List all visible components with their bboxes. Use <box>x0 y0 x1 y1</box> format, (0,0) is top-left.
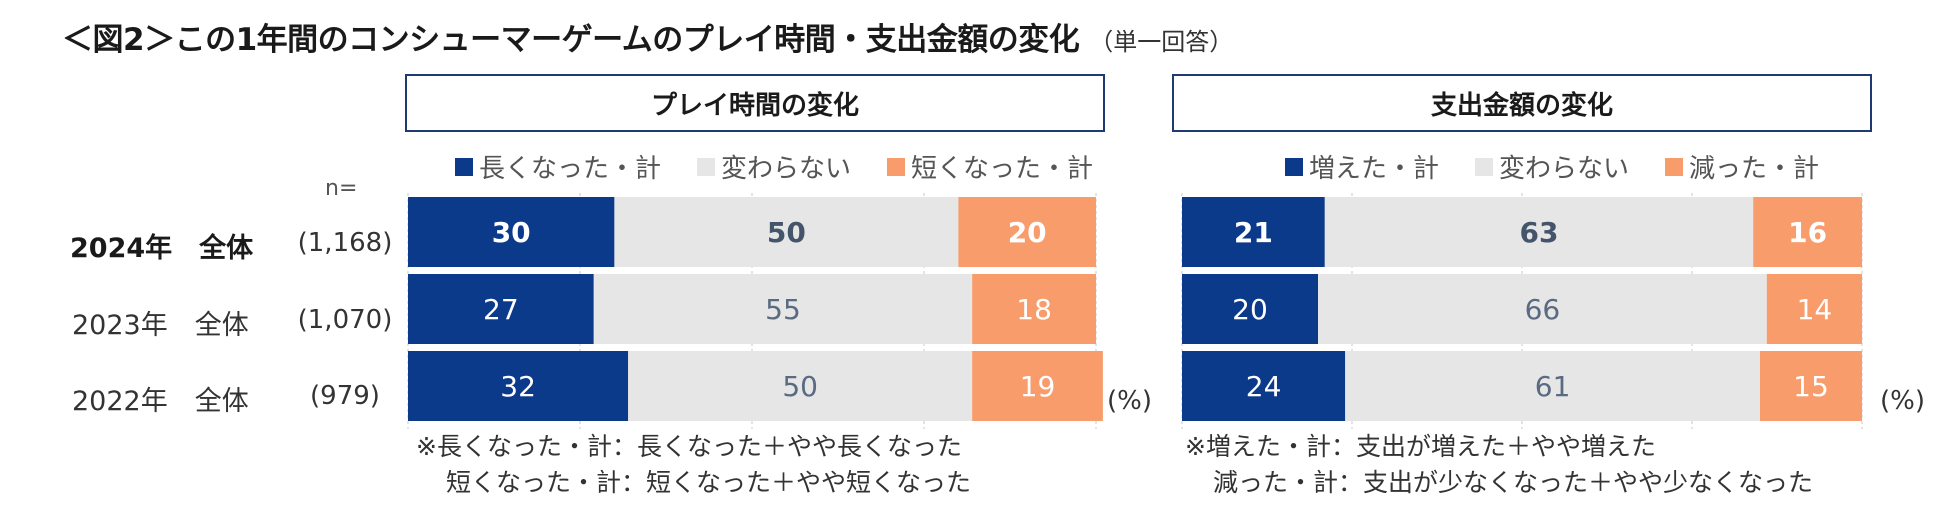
panel-title-spending: 支出金額の変化 <box>1172 74 1872 132</box>
legend-item: 長くなった・計 <box>455 148 661 185</box>
bar-segment <box>408 197 615 267</box>
legend-swatch <box>455 157 473 176</box>
row-n: (979) <box>310 381 380 411</box>
bar-segment <box>1182 351 1346 421</box>
legend-spending: 増えた・計 変わらない 減った・計 <box>1285 148 1855 185</box>
legend-playtime: 長くなった・計 変わらない 短くなった・計 <box>455 148 1129 185</box>
data-label: 20 <box>1008 216 1047 249</box>
figure-title-main: ＜図2＞この1年間のコンシューマーゲームのプレイ時間・支出金額の変化 <box>62 22 1080 58</box>
bar-segment <box>972 351 1103 421</box>
legend-item: 変わらない <box>697 148 851 185</box>
bar-segment <box>408 351 629 421</box>
n-label: n= <box>325 176 358 201</box>
bar-segment <box>1182 274 1318 344</box>
legend-item: 変わらない <box>1475 148 1629 185</box>
bar-segment <box>958 197 1096 267</box>
legend-swatch <box>1665 157 1684 176</box>
data-label: 50 <box>767 216 806 249</box>
bar-segment <box>1766 274 1862 344</box>
data-label: 61 <box>1535 370 1571 403</box>
bar-segment <box>1345 351 1760 421</box>
legend-item: 減った・計 <box>1665 148 1819 185</box>
bar-segment <box>1753 197 1862 267</box>
row-n: (1,070) <box>297 305 393 335</box>
bar-segment <box>614 197 959 267</box>
legend-label: 長くなった・計 <box>479 154 662 184</box>
legend-label: 短くなった・計 <box>911 154 1094 184</box>
data-label: 19 <box>1020 370 1056 403</box>
bar-segment <box>1182 197 1325 267</box>
bar-segment <box>1760 351 1862 421</box>
legend-label: 増えた・計 <box>1309 154 1440 184</box>
bar-segment <box>628 351 973 421</box>
row-label: 2024年 全体 <box>70 233 254 264</box>
legend-label: 変わらない <box>1499 154 1630 184</box>
data-label: 50 <box>782 370 818 403</box>
legend-label: 減った・計 <box>1689 154 1820 184</box>
legend-swatch <box>697 157 716 176</box>
bar-segment <box>408 274 594 344</box>
data-label: 14 <box>1797 293 1833 326</box>
data-label: 15 <box>1793 370 1829 403</box>
bar-segment <box>1318 274 1767 344</box>
unit-label-playtime: (%) <box>1107 386 1152 416</box>
row-n: (1,168) <box>297 228 393 258</box>
data-label: 24 <box>1246 370 1282 403</box>
data-label: 20 <box>1232 293 1268 326</box>
data-label: 16 <box>1788 216 1827 249</box>
row-label: 2023年 全体 <box>72 310 249 341</box>
legend-item: 増えた・計 <box>1285 148 1439 185</box>
footnote-spending-2: 減った・計：支出が少なくなった＋やや少なくなった <box>1213 468 1814 497</box>
legend-item: 短くなった・計 <box>887 148 1093 185</box>
row-label: 2022年 全体 <box>72 386 249 417</box>
data-label: 55 <box>765 293 801 326</box>
bar-segment <box>593 274 973 344</box>
footnote-playtime-1: ※長くなった・計：長くなった＋やや長くなった <box>416 432 962 461</box>
legend-swatch <box>1285 157 1303 176</box>
legend-label: 変わらない <box>721 154 852 184</box>
unit-label-spending: (%) <box>1880 386 1925 416</box>
data-label: 32 <box>500 370 536 403</box>
legend-swatch <box>887 157 906 176</box>
data-label: 63 <box>1520 216 1559 249</box>
footnote-playtime-2: 短くなった・計：短くなった＋やや短くなった <box>446 468 972 497</box>
bar-segment <box>1324 197 1754 267</box>
data-label: 30 <box>492 216 531 249</box>
bar-segment <box>972 274 1096 344</box>
figure-title-sub: （単一回答） <box>1089 28 1234 56</box>
data-label: 27 <box>483 293 519 326</box>
legend-swatch <box>1475 157 1494 176</box>
data-label: 21 <box>1234 216 1273 249</box>
panel-title-playtime: プレイ時間の変化 <box>405 74 1105 132</box>
footnote-spending-1: ※増えた・計：支出が増えた＋やや増えた <box>1185 432 1656 461</box>
data-label: 66 <box>1525 293 1561 326</box>
figure-title: ＜図2＞この1年間のコンシューマーゲームのプレイ時間・支出金額の変化 （単一回答） <box>62 14 1233 58</box>
data-label: 18 <box>1016 293 1052 326</box>
